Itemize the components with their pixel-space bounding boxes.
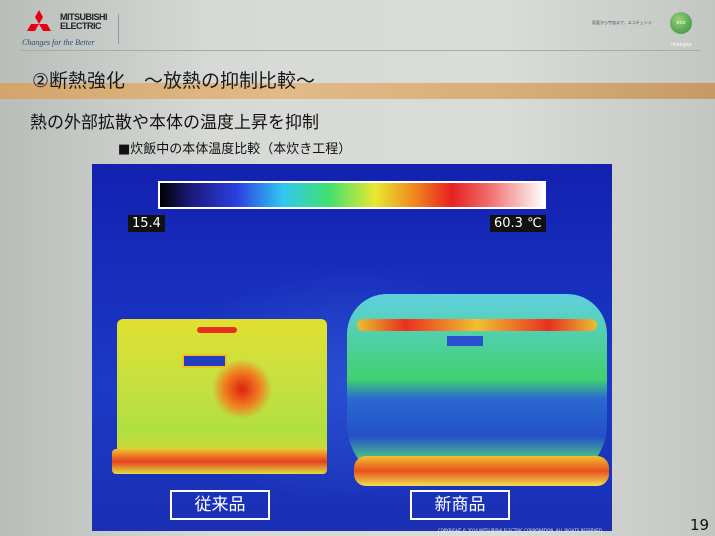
conventional-base-heat [112,449,327,474]
brand-name: MITSUBISHI ELECTRIC [60,12,108,31]
three-diamonds-icon [27,10,51,31]
conventional-cooker-heat [117,319,327,469]
new-cooker-heat [347,294,607,484]
display-window [447,336,483,346]
page-number: 19 [690,516,710,534]
copyright: COPYRIGHT © 2014 MITSUBISHI ELECTRIC COR… [438,528,602,533]
title-band [0,83,715,99]
tagline: Changes for the Better [22,38,95,47]
slide-title: ②断熱強化 ～放熱の抑制比較～ [32,70,316,92]
lid-hotspot [197,327,237,333]
temperature-scale-bar [158,181,546,209]
header-divider [20,50,700,51]
scale-max-label: 60.3 ℃ [490,215,546,232]
brand-line-2: ELECTRIC [60,21,102,31]
eco-changes-logo: eco changes [670,12,692,48]
new-base-heat [354,456,609,486]
slide-subtitle: 熱の外部拡散や本体の温度上昇を抑制 [30,113,319,133]
brand-line-1: MITSUBISHI [60,12,108,22]
logo-divider [118,14,119,44]
display-window [182,354,227,368]
mitsubishi-logo: MITSUBISHI ELECTRIC Changes for the Bett… [22,10,122,47]
scale-min-label: 15.4 [128,215,165,232]
label-conventional: 従来品 [170,490,270,520]
label-new-product: 新商品 [410,490,510,520]
eco-slogan: 家庭から宇宙まで、エコチェンジ [592,20,652,25]
thermal-image: 15.4 60.3 ℃ 従来品 新商品 [92,164,612,531]
image-caption: ■炊飯中の本体温度比較（本炊き工程） [118,142,352,157]
rim-hotspot [357,319,597,331]
